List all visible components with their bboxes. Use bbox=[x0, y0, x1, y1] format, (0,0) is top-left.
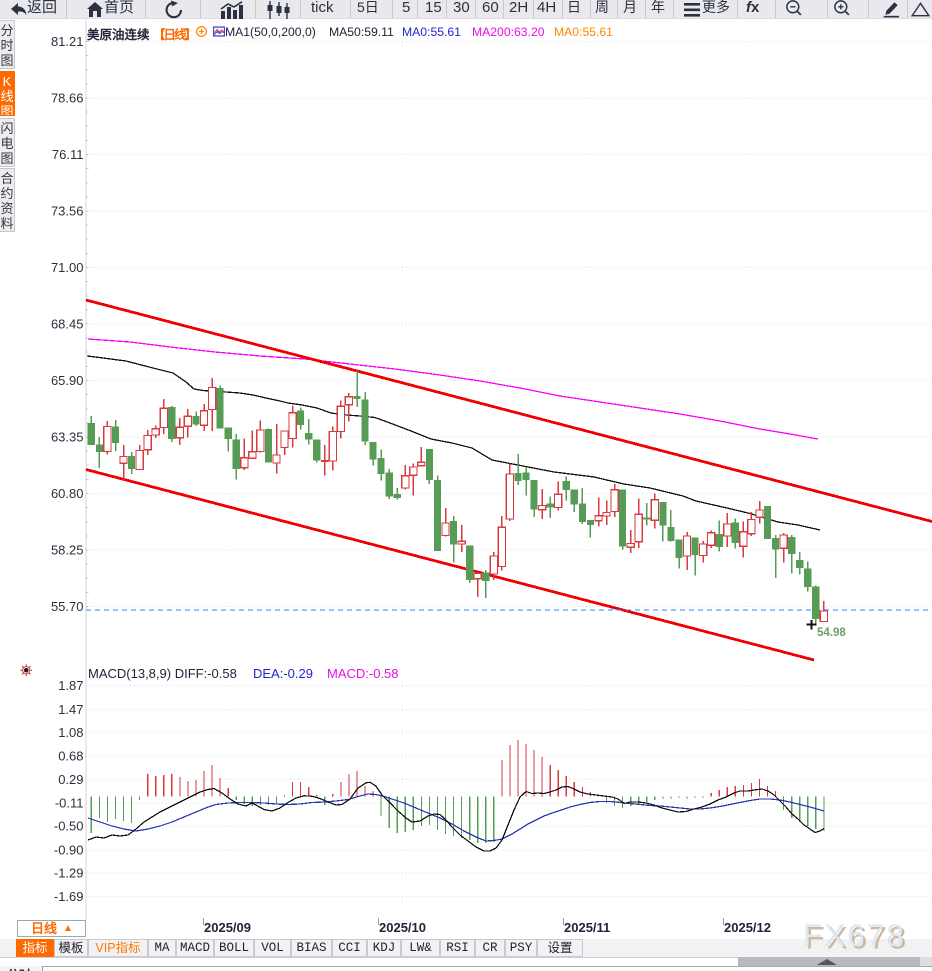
svg-text:0.68: 0.68 bbox=[58, 749, 83, 764]
svg-text:-0.90: -0.90 bbox=[54, 842, 84, 857]
svg-text:54.98: 54.98 bbox=[817, 627, 846, 639]
svg-text:73.56: 73.56 bbox=[51, 204, 84, 219]
svg-text:68.45: 68.45 bbox=[51, 317, 84, 332]
svg-text:1.47: 1.47 bbox=[58, 702, 83, 717]
svg-text:-0.50: -0.50 bbox=[54, 819, 84, 834]
svg-text:60.80: 60.80 bbox=[51, 486, 84, 501]
svg-text:55.70: 55.70 bbox=[51, 599, 84, 614]
svg-text:58.25: 58.25 bbox=[51, 543, 84, 558]
svg-text:71.00: 71.00 bbox=[51, 260, 84, 275]
svg-text:-0.11: -0.11 bbox=[55, 796, 84, 811]
svg-text:-1.29: -1.29 bbox=[54, 866, 84, 881]
svg-text:63.35: 63.35 bbox=[51, 430, 84, 445]
svg-text:76.11: 76.11 bbox=[52, 147, 84, 162]
svg-text:81.21: 81.21 bbox=[51, 34, 84, 49]
svg-text:1.87: 1.87 bbox=[58, 678, 83, 693]
svg-text:-1.69: -1.69 bbox=[54, 889, 84, 904]
svg-text:65.90: 65.90 bbox=[51, 373, 84, 388]
svg-text:0.29: 0.29 bbox=[58, 772, 83, 787]
svg-text:78.66: 78.66 bbox=[51, 91, 84, 106]
svg-text:1.08: 1.08 bbox=[58, 725, 83, 740]
